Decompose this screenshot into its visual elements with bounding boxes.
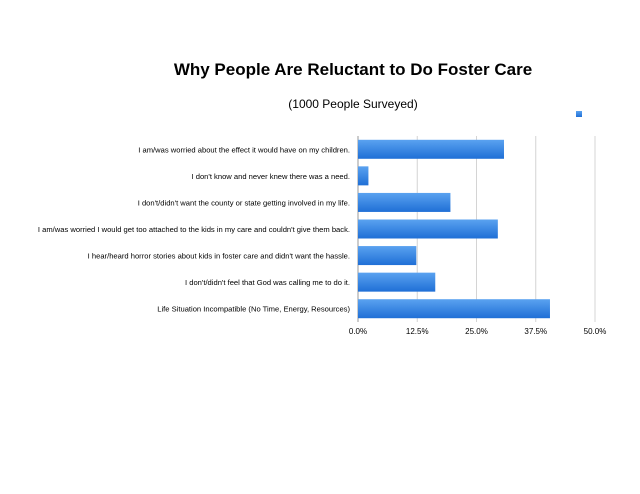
bar xyxy=(358,166,369,186)
bar xyxy=(358,299,550,319)
bar xyxy=(358,246,417,266)
bar xyxy=(358,139,504,159)
category-label: I am/was worried I would get too attache… xyxy=(38,225,350,234)
category-label: I don't/didn't want the county or state … xyxy=(138,198,350,207)
category-label: Life Situation Incompatible (No Time, En… xyxy=(157,305,350,314)
category-label: I don't know and never knew there was a … xyxy=(192,172,351,181)
bar xyxy=(358,219,498,239)
x-tick-label: 0.0% xyxy=(349,327,367,336)
x-tick-label: 37.5% xyxy=(524,327,547,336)
x-tick-label: 12.5% xyxy=(406,327,429,336)
category-label: I am/was worried about the effect it wou… xyxy=(138,145,350,154)
legend-swatch xyxy=(576,111,582,117)
chart-title: Why People Are Reluctant to Do Foster Ca… xyxy=(173,60,533,79)
chart-subtitle: (1000 People Surveyed) xyxy=(288,97,418,111)
bar xyxy=(358,192,451,212)
x-tick-label: 25.0% xyxy=(465,327,488,336)
bar xyxy=(358,272,436,292)
x-tick-label: 50.0% xyxy=(584,327,607,336)
category-label: I don't/didn't feel that God was calling… xyxy=(185,278,350,287)
category-label: I hear/heard horror stories about kids i… xyxy=(88,252,350,261)
